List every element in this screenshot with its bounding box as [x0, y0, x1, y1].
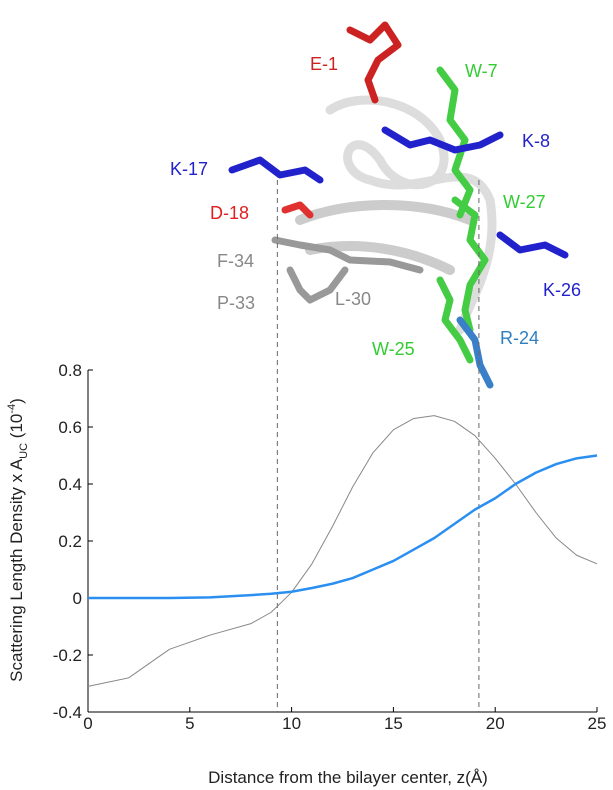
x-tick-label: 0	[83, 714, 92, 733]
y-label-part: UC	[18, 443, 30, 459]
y-label-part: (10	[7, 414, 26, 443]
x-tick-label: 20	[486, 714, 505, 733]
line	[88, 454, 598, 600]
residue-label: E-1	[310, 54, 338, 74]
residue-label: F-34	[217, 251, 254, 271]
y-tick-label: -0.2	[53, 646, 82, 665]
residue-label: W-25	[372, 339, 415, 359]
y-tick-label: 0.8	[58, 361, 82, 380]
y-tick-label: 0.2	[58, 532, 82, 551]
residue-label: P-33	[217, 293, 255, 313]
residue-label: D-18	[210, 203, 249, 223]
residue-label: W-7	[465, 61, 498, 81]
y-label-part: -4	[6, 404, 18, 414]
residue-label: L-30	[335, 289, 371, 309]
residue-labels: E-1 W-7 K-8 K-17 W-27 D-18 F-34 K-26 L-3…	[170, 54, 581, 359]
molecule	[228, 21, 569, 389]
y-axis-label: Scattering Length Density x AUC (10-4)	[6, 398, 30, 682]
y-label-part: Scattering Length Density x A	[7, 458, 26, 682]
residue-label: W-27	[503, 192, 546, 212]
residue-label: R-24	[500, 328, 539, 348]
y-tick-label: 0	[73, 589, 82, 608]
y-tick-label: -0.4	[53, 703, 82, 722]
y-tick-label: 0.6	[58, 418, 82, 437]
x-tick-label: 15	[384, 714, 403, 733]
residue-label: K-8	[522, 131, 550, 151]
line	[87, 415, 598, 687]
x-tick-label: 10	[282, 714, 301, 733]
residue-label: K-17	[170, 159, 208, 179]
x-tick-label: 5	[185, 714, 194, 733]
y-tick-label: 0.4	[58, 475, 82, 494]
x-axis-label: Distance from the bilayer center, z(Å)	[208, 768, 488, 787]
x-tick-label: 25	[588, 714, 607, 733]
residue-label: K-26	[543, 280, 581, 300]
y-label-part: )	[7, 398, 26, 404]
